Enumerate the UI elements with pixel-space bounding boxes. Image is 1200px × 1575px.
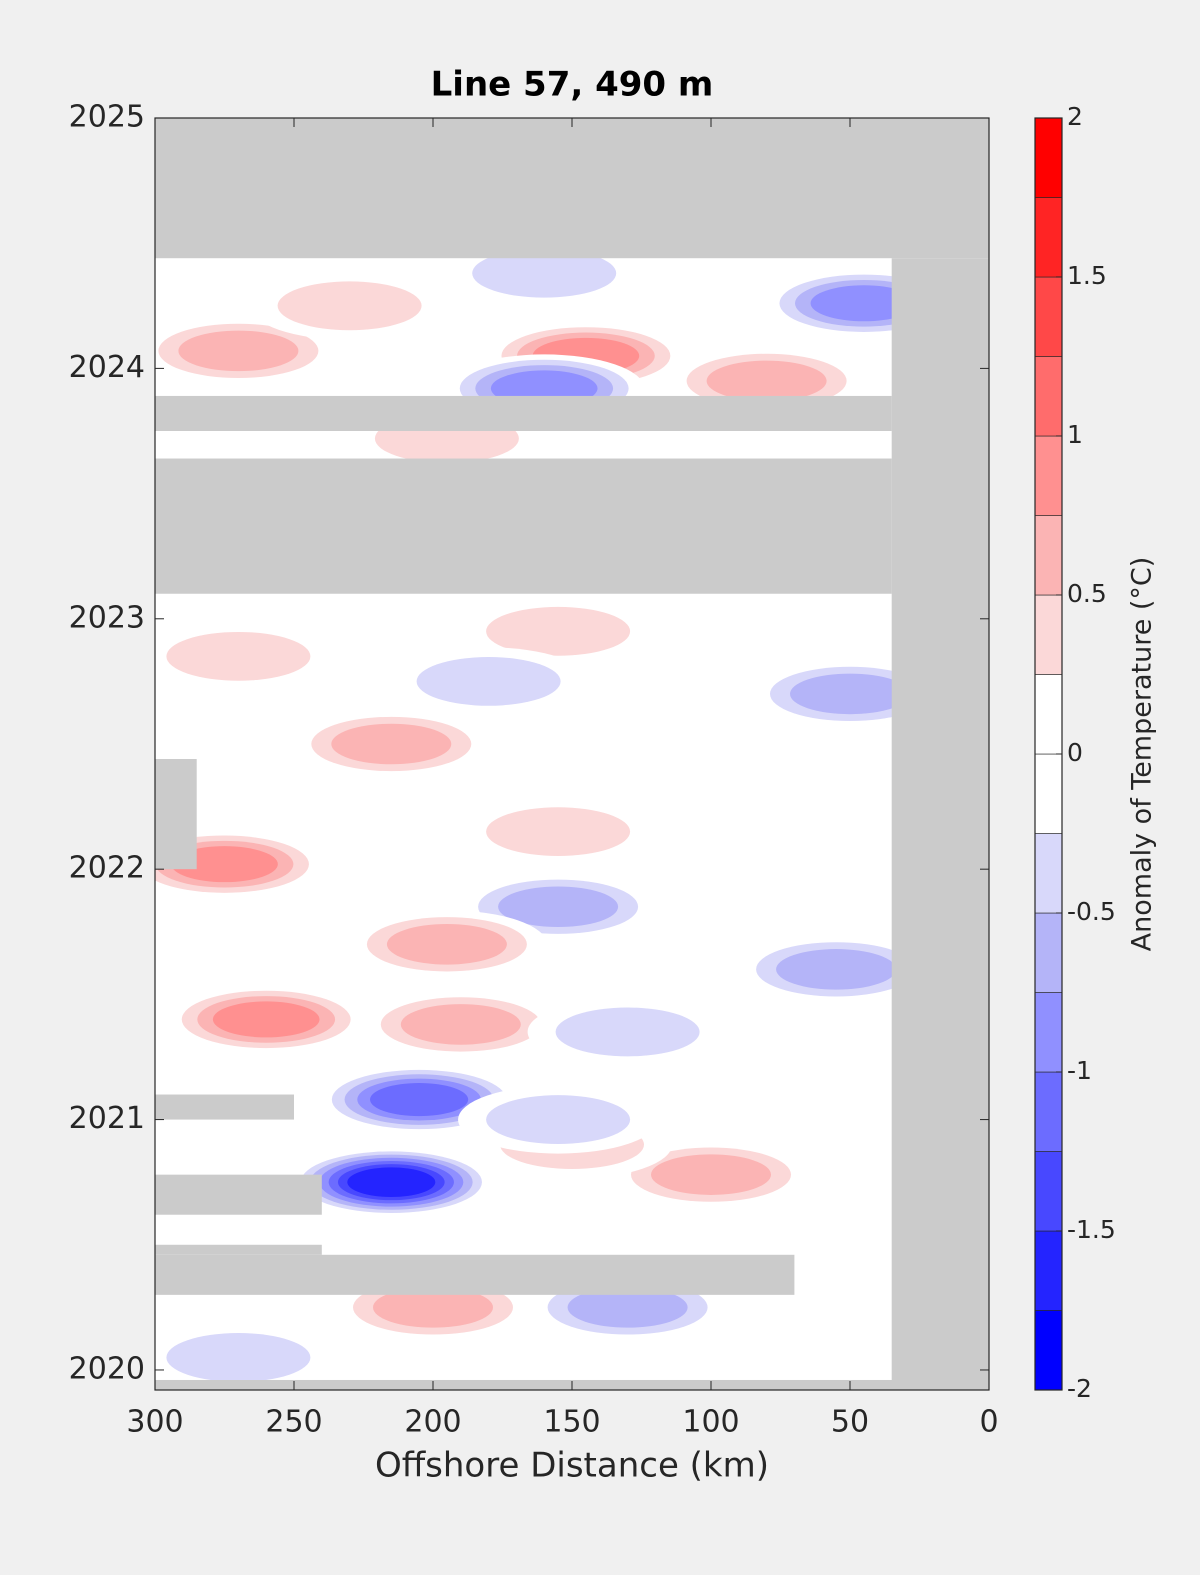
- x-tick-label: 100: [682, 1405, 739, 1440]
- colorbar-swatch: [1034, 197, 1063, 278]
- contour-level: [567, 1287, 688, 1328]
- colorbar-swatch: [1034, 1310, 1063, 1391]
- no-data-region: [155, 395, 892, 431]
- contour-level: [178, 330, 299, 372]
- colorbar-swatch: [1034, 276, 1063, 357]
- no-data-region: [155, 118, 989, 259]
- contour-level: [347, 1167, 436, 1197]
- contour-level: [166, 631, 311, 681]
- colorbar-swatch: [1034, 594, 1063, 675]
- contour-level: [373, 1287, 493, 1328]
- y-tick-label: 2022: [69, 851, 145, 886]
- colorbar-swatch: [1034, 1151, 1063, 1232]
- x-tick-label: 150: [543, 1405, 600, 1440]
- contour-level: [498, 886, 619, 928]
- contour-level: [486, 1095, 631, 1144]
- colorbar-tick-label: -0.5: [1067, 897, 1116, 926]
- contour-level: [810, 285, 918, 322]
- contour-level: [277, 281, 422, 331]
- contour-level: [486, 606, 631, 656]
- contour-level: [212, 1001, 320, 1038]
- no-data-region: [155, 759, 197, 870]
- x-tick-label: 50: [831, 1405, 869, 1440]
- x-axis-label: Offshore Distance (km): [375, 1446, 769, 1486]
- contour-level: [370, 1082, 469, 1117]
- colorbar-swatch: [1034, 992, 1063, 1073]
- contour-level: [776, 949, 897, 990]
- no-data-region: [155, 1244, 322, 1255]
- y-tick-label: 2025: [69, 100, 145, 135]
- no-data-region: [155, 1254, 795, 1295]
- contour-level: [706, 360, 827, 402]
- y-tick-label: 2024: [69, 350, 145, 385]
- contour-level: [171, 846, 278, 883]
- colorbar-swatch: [1034, 912, 1063, 993]
- y-tick-label: 2023: [69, 600, 145, 635]
- colorbar-tick-label: -2: [1067, 1374, 1092, 1403]
- contour-level: [472, 248, 617, 298]
- x-tick-label: 300: [126, 1405, 183, 1440]
- y-tick-label: 2021: [69, 1101, 145, 1136]
- colorbar-box: [1034, 117, 1063, 1391]
- no-data-region: [155, 1174, 322, 1215]
- contour-level: [331, 723, 452, 765]
- x-tick-label: 200: [404, 1405, 461, 1440]
- colorbar-swatch: [1034, 1071, 1063, 1152]
- colorbar-swatch: [1034, 1230, 1063, 1311]
- plot-area: [155, 118, 989, 1390]
- contour-level: [555, 1007, 700, 1057]
- colorbar-swatch: [1034, 753, 1063, 834]
- colorbar-tick-label: -1.5: [1067, 1215, 1116, 1244]
- x-tick-label: 0: [979, 1405, 998, 1440]
- contour-level: [386, 924, 507, 965]
- colorbar-tick-label: 1: [1067, 420, 1083, 449]
- contour-level: [416, 656, 561, 706]
- axes: 300 250 200 150 100 50 02020202120222023202420…: [69, 100, 1116, 1440]
- colorbar-swatch: [1034, 833, 1063, 914]
- no-data-region: [155, 1094, 294, 1120]
- contour-level: [651, 1154, 771, 1195]
- colorbar-tick-label: 2: [1067, 102, 1083, 131]
- colorbar-label: Anomaly of Temperature (°C): [1127, 557, 1158, 952]
- colorbar-swatch: [1034, 674, 1063, 755]
- no-data-region: [155, 458, 892, 594]
- colorbar-swatch: [1034, 435, 1063, 516]
- chart-title: Line 57, 490 m: [431, 65, 714, 105]
- x-tick-label: 250: [265, 1405, 322, 1440]
- colorbar-tick-label: 0.5: [1067, 579, 1107, 608]
- contour-level: [166, 1333, 311, 1382]
- no-data-region: [891, 258, 989, 1390]
- contour-level: [486, 807, 631, 857]
- colorbar-swatch: [1034, 515, 1063, 596]
- contour-level: [400, 1004, 521, 1045]
- colorbar-swatch: [1034, 117, 1063, 198]
- colorbar-tick-label: 0: [1067, 738, 1083, 767]
- colorbar-tick-label: -1: [1067, 1056, 1092, 1085]
- colorbar-swatch: [1034, 356, 1063, 437]
- contour-level: [790, 673, 910, 715]
- colorbar-tick-label: 1.5: [1067, 261, 1107, 290]
- y-tick-label: 2020: [69, 1351, 145, 1386]
